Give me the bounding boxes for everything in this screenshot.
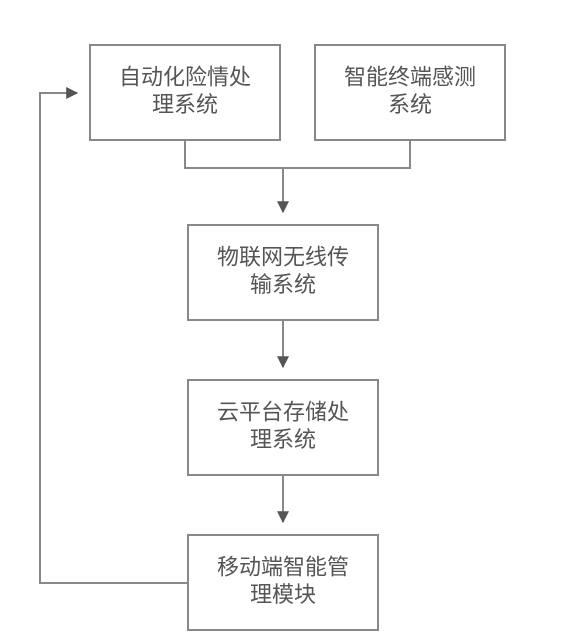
node-n4-line2: 理系统: [250, 427, 316, 452]
node-n1-line1: 自动化险情处: [119, 65, 251, 90]
node-n1: 自动化险情处理系统: [90, 45, 280, 140]
node-n2: 智能终端感测系统: [315, 45, 505, 140]
edge-e5: [40, 93, 188, 583]
edge-e2: [283, 140, 410, 168]
node-n1-line2: 理系统: [152, 92, 218, 117]
node-n5: 移动端智能管理模块: [188, 535, 378, 630]
node-n5-line2: 理模块: [250, 582, 316, 607]
node-n3-line2: 输系统: [250, 272, 316, 297]
edge-e1: [185, 140, 283, 212]
node-n2-line2: 系统: [388, 92, 432, 117]
node-n4: 云平台存储处理系统: [188, 380, 378, 475]
node-n5-line1: 移动端智能管: [217, 555, 349, 580]
node-n3: 物联网无线传输系统: [188, 225, 378, 320]
node-n2-line1: 智能终端感测: [344, 65, 476, 90]
node-n3-line1: 物联网无线传: [217, 245, 349, 270]
node-n4-line1: 云平台存储处: [217, 400, 349, 425]
flowchart-canvas: 自动化险情处理系统智能终端感测系统物联网无线传输系统云平台存储处理系统移动端智能…: [0, 0, 567, 642]
